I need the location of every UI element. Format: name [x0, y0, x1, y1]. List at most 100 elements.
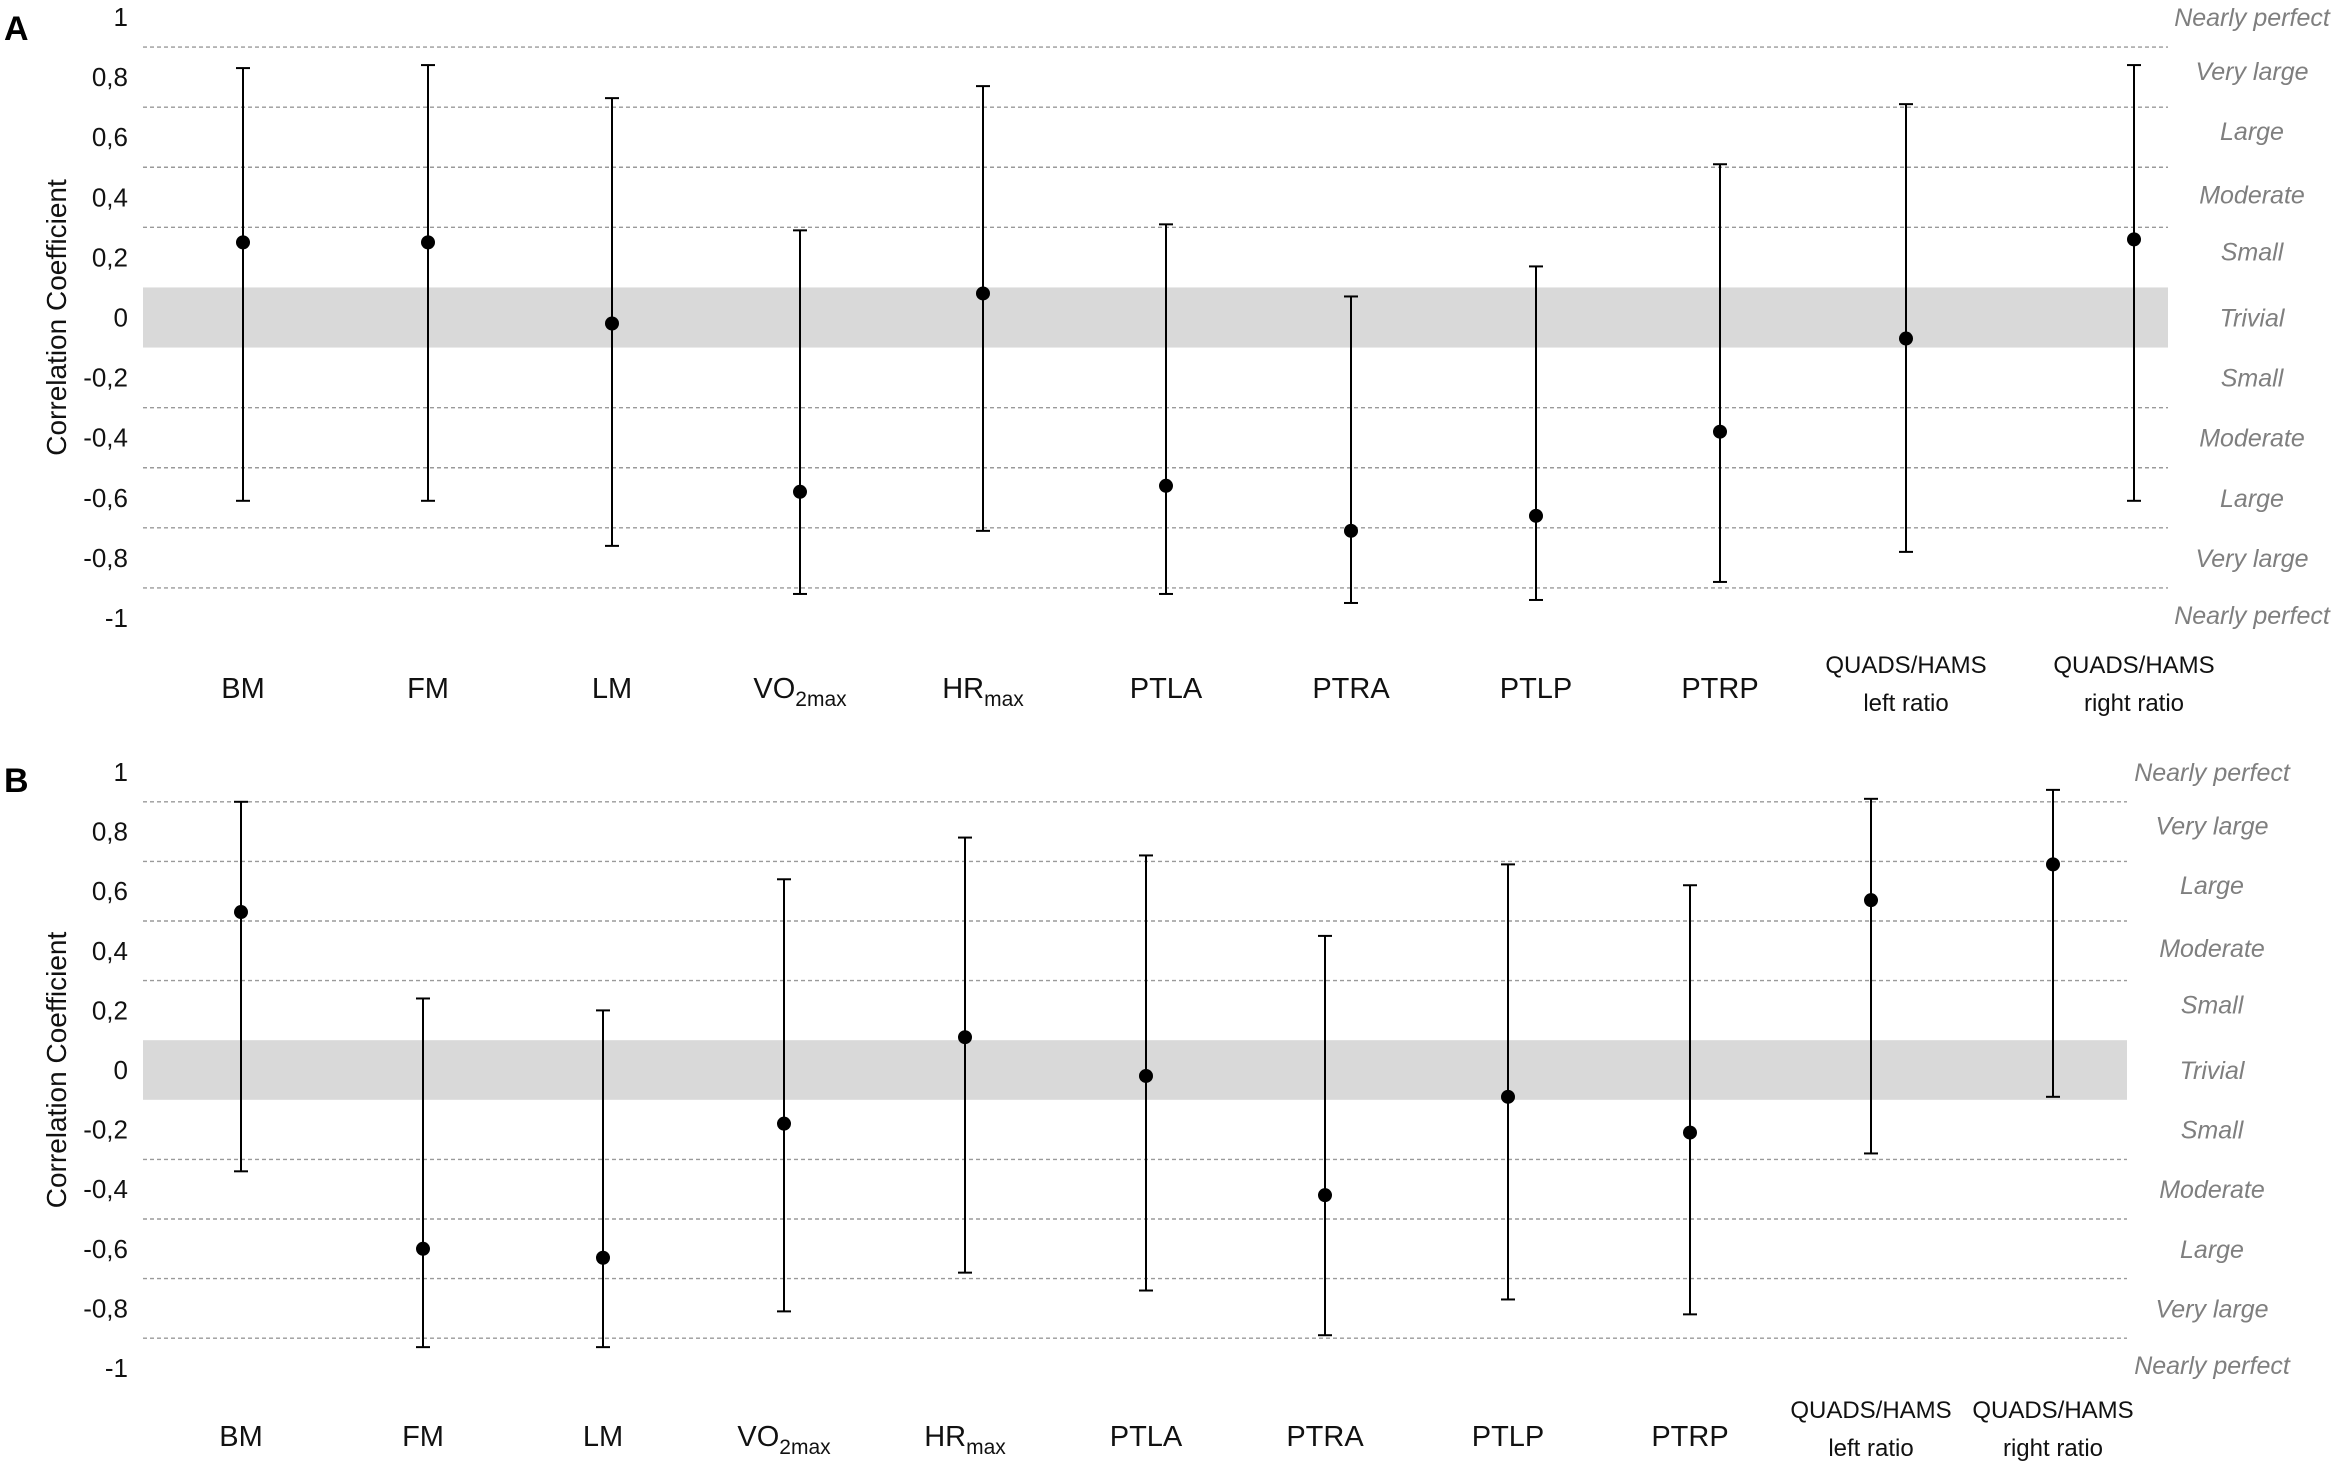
pb-y-tick-label: 0,8 — [92, 817, 128, 847]
pb-category-label: PTLP — [1472, 1421, 1545, 1453]
pa-y-tick-label: 1 — [114, 2, 128, 32]
pb-magnitude-label: Very large — [2155, 813, 2268, 841]
pa-magnitude-label: Moderate — [2199, 181, 2305, 209]
pa-category-label: VO2max — [753, 673, 847, 711]
pa-data-point — [1899, 331, 1913, 346]
pb-magnitude-label: Large — [2180, 872, 2244, 900]
pb-y-tick-label: -0,4 — [83, 1174, 128, 1204]
pb-category-label: HRmax — [924, 1421, 1006, 1459]
pa-y-tick-label: -0,2 — [83, 363, 128, 393]
pa-y-tick-label: -0,8 — [83, 543, 128, 573]
pa-y-tick-label: -1 — [105, 603, 128, 633]
pa-magnitude-label: Large — [2220, 485, 2284, 513]
pb-category-label: LM — [583, 1421, 623, 1453]
pb-y-tick-label: 0,6 — [92, 876, 128, 906]
pa-magnitude-label: Trivial — [2220, 305, 2286, 333]
pa-y-tick-label: -0,6 — [83, 483, 128, 513]
pb-data-point — [1139, 1068, 1153, 1083]
pa-data-point — [1713, 424, 1727, 439]
pb-y-tick-label: -1 — [105, 1353, 128, 1383]
pa-data-point — [1159, 478, 1173, 493]
pa-category-label: HRmax — [942, 673, 1024, 711]
pb-data-point — [234, 905, 248, 920]
pa-data-point — [421, 235, 435, 250]
pb-magnitude-label: Nearly perfect — [2134, 759, 2291, 787]
pb-magnitude-label: Moderate — [2159, 935, 2265, 963]
pa-category-label: PTLP — [1500, 673, 1573, 705]
pb-y-tick-label: -0,8 — [83, 1293, 128, 1323]
pb-category-label: QUADS/HAMS — [1790, 1397, 1951, 1424]
pb-magnitude-label: Small — [2181, 991, 2245, 1019]
pa-trivial-band — [143, 287, 2168, 348]
pa-data-point — [1344, 523, 1358, 538]
pb-data-point — [1864, 893, 1878, 908]
pa-category-label: QUADS/HAMS — [1825, 652, 1986, 679]
panel-b-chart: 1 0,8 0,6 0,4 0,2 0 -0,2 -0,4 -0,6 -0,8 -1 Correlat… — [41, 757, 2291, 1462]
pa-y-tick-label: 0 — [114, 303, 128, 333]
pa-magnitude-label: Nearly perfect — [2174, 602, 2331, 630]
pb-data-point — [958, 1030, 972, 1045]
pb-category-label: QUADS/HAMS — [1972, 1397, 2133, 1424]
pb-data-point — [2046, 857, 2060, 872]
pb-data-point — [1318, 1188, 1332, 1203]
pa-category-label: PTLA — [1130, 673, 1203, 705]
pb-y-tick-label: 1 — [114, 757, 128, 787]
pa-y-tick-label: 0,4 — [92, 182, 128, 212]
pb-data-point — [1683, 1125, 1697, 1140]
pa-category-label: BM — [221, 673, 265, 705]
pa-magnitude-label: Large — [2220, 118, 2284, 146]
pa-data-point — [605, 316, 619, 331]
pb-category-label: VO2max — [737, 1421, 831, 1459]
pb-y-tick-label: -0,2 — [83, 1115, 128, 1145]
pa-data-point — [236, 235, 250, 250]
pa-data-point — [1529, 508, 1543, 523]
pa-category-label: PTRP — [1681, 673, 1758, 705]
pb-category-label: FM — [402, 1421, 444, 1453]
pb-category-label: PTLA — [1110, 1421, 1183, 1453]
pa-magnitude-label: Moderate — [2199, 425, 2305, 453]
pb-category-label: PTRP — [1651, 1421, 1728, 1453]
pa-magnitude-label: Small — [2221, 238, 2285, 266]
pb-magnitude-label: Large — [2180, 1236, 2244, 1264]
pb-y-tick-label: 0,2 — [92, 995, 128, 1025]
pb-trivial-band — [143, 1040, 2127, 1100]
pa-category-label-line2: left ratio — [1863, 690, 1948, 717]
pa-category-label-line2: right ratio — [2084, 690, 2184, 717]
pb-magnitude-label: Very large — [2155, 1295, 2268, 1323]
pb-y-tick-label: 0 — [114, 1055, 128, 1085]
pb-y-axis-label: Correlation Coefficient — [41, 932, 72, 1209]
pa-category-label: QUADS/HAMS — [2053, 652, 2214, 679]
pa-y-tick-label: 0,8 — [92, 62, 128, 92]
pb-magnitude-label: Nearly perfect — [2134, 1352, 2291, 1380]
pa-category-label: LM — [592, 673, 632, 705]
pa-y-tick-label: 0,6 — [92, 122, 128, 152]
pb-y-tick-label: 0,4 — [92, 936, 128, 966]
pb-data-point — [1501, 1089, 1515, 1104]
pb-data-point — [416, 1241, 430, 1256]
pb-magnitude-label: Small — [2181, 1117, 2245, 1145]
pb-category-label-line2: left ratio — [1828, 1435, 1913, 1462]
pa-y-axis-label: Correlation Coefficient — [41, 179, 72, 456]
pb-magnitude-label: Moderate — [2159, 1176, 2265, 1204]
pa-data-point — [976, 286, 990, 301]
pb-y-tick-label: -0,6 — [83, 1234, 128, 1264]
pb-magnitude-label: Trivial — [2180, 1057, 2246, 1085]
pa-y-tick-label: -0,4 — [83, 423, 128, 453]
pa-category-label: PTRA — [1312, 673, 1390, 705]
pa-y-tick-label: 0,2 — [92, 242, 128, 272]
panel-a-chart: 1 0,8 0,6 0,4 0,2 0 -0,2 -0,4 -0,6 -0,8 -1 Correlat… — [41, 2, 2331, 717]
pb-data-point — [596, 1250, 610, 1265]
pa-data-point — [2127, 232, 2141, 247]
panel-b-letter: B — [4, 762, 29, 800]
pa-data-point — [793, 484, 807, 499]
pa-category-label: FM — [407, 673, 449, 705]
pa-magnitude-label: Very large — [2195, 58, 2308, 86]
pa-magnitude-label: Nearly perfect — [2174, 4, 2331, 32]
pb-category-label-line2: right ratio — [2003, 1435, 2103, 1462]
panel-a-letter: A — [4, 10, 29, 48]
pa-magnitude-label: Small — [2221, 365, 2285, 393]
pb-data-point — [777, 1116, 791, 1131]
pb-category-label: PTRA — [1286, 1421, 1364, 1453]
pb-category-label: BM — [219, 1421, 263, 1453]
